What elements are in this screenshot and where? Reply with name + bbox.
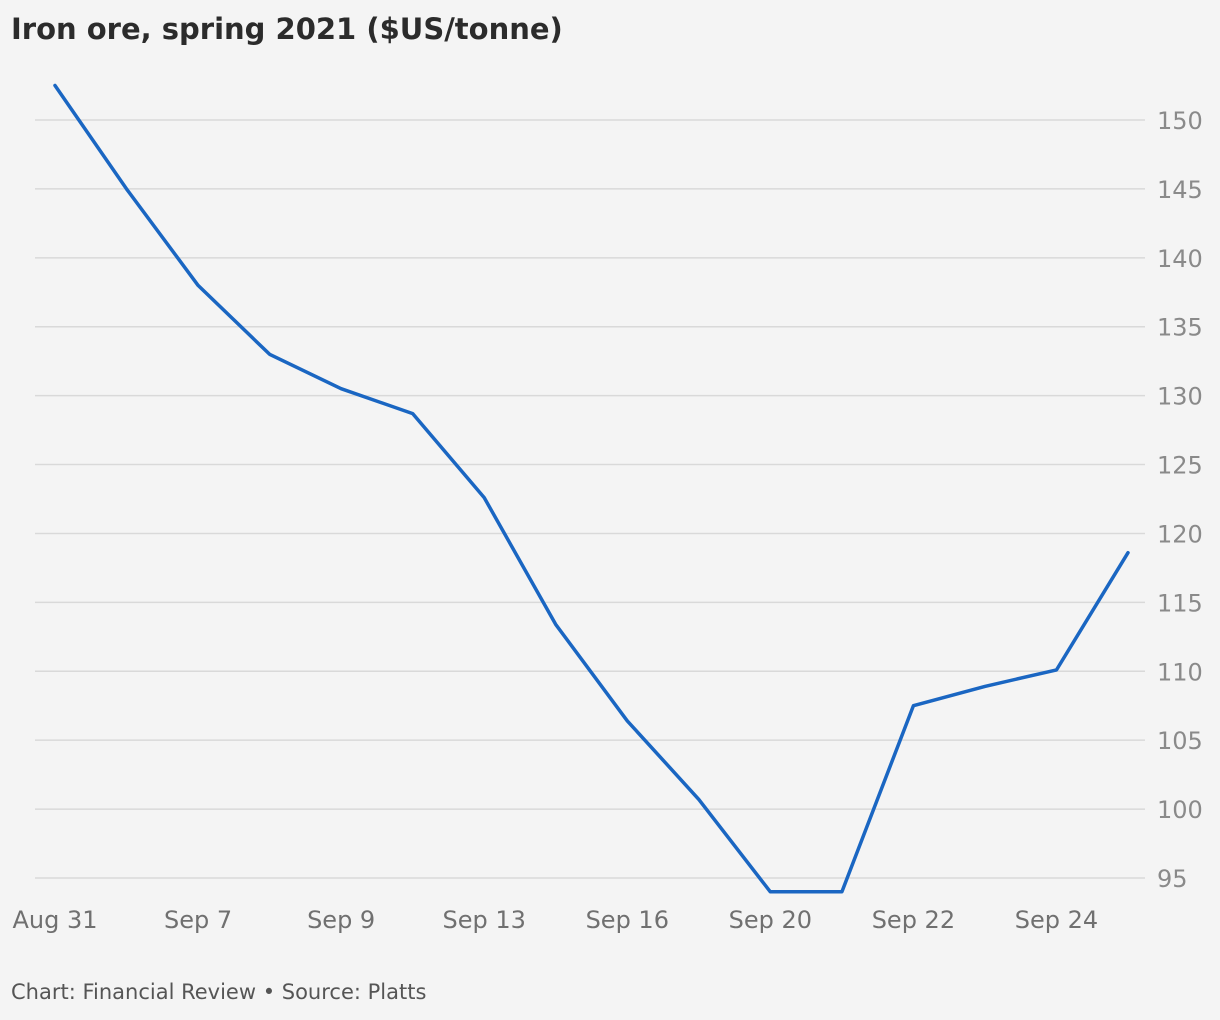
x-tick-label: Aug 31 [12, 906, 97, 934]
x-axis-ticks: Aug 31 Sep 7 Sep 9 Sep 13 Sep 16 Sep 20 Sep 22… [12, 906, 1098, 934]
y-tick-label-105: 105 [1157, 727, 1203, 755]
y-tick-label-150: 150 [1157, 107, 1203, 135]
x-tick-label: Sep 22 [872, 906, 955, 934]
chart-title: Iron ore, spring 2021 ($US/tonne) [11, 12, 563, 46]
x-tick-label: Sep 20 [729, 906, 812, 934]
chart-source-credit: Chart: Financial Review • Source: Platts [11, 980, 427, 1004]
y-tick-label-145: 145 [1157, 176, 1203, 204]
y-tick-label-100: 100 [1157, 796, 1203, 824]
grid-lines [35, 119, 1145, 879]
y-tick-label-125: 125 [1157, 452, 1203, 480]
y-tick-label-140: 140 [1157, 245, 1203, 273]
series-line-0 [53, 83, 1130, 894]
x-tick-label: Sep 9 [307, 906, 375, 934]
y-tick-label-95: 95 [1157, 865, 1188, 893]
y-tick-label-135: 135 [1157, 314, 1203, 342]
x-tick-label: Sep 7 [164, 906, 232, 934]
series-layer [53, 83, 1130, 894]
y-tick-label-120: 120 [1157, 520, 1203, 548]
y-tick-label-110: 110 [1157, 658, 1203, 686]
y-tick-label-115: 115 [1157, 589, 1203, 617]
x-tick-label: Sep 16 [586, 906, 669, 934]
x-tick-label: Sep 13 [442, 906, 525, 934]
x-tick-label: Sep 24 [1015, 906, 1098, 934]
y-axis-ticks: 95 100 105 110 115 120 125 130 135 140 145 150 [1157, 107, 1203, 893]
y-tick-label-130: 130 [1157, 383, 1203, 411]
